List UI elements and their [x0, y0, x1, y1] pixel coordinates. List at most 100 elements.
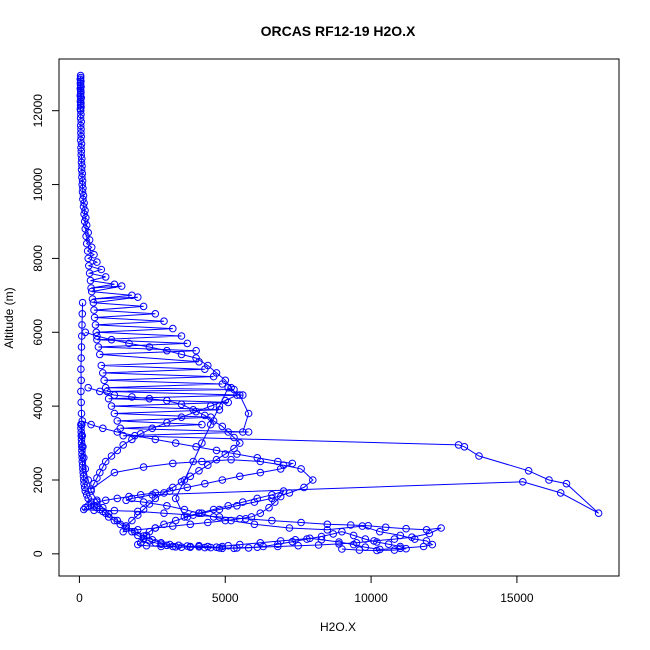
data-point	[80, 217, 89, 226]
data-point	[97, 361, 106, 370]
y-tick-label: 2000	[31, 466, 45, 493]
data-point	[309, 476, 317, 484]
data-point	[180, 513, 189, 521]
data-point	[323, 520, 332, 529]
data-point	[113, 516, 122, 525]
data-point	[460, 443, 469, 451]
data-point	[419, 542, 428, 551]
data-point	[259, 542, 268, 551]
data-point	[134, 511, 142, 519]
data-point	[335, 538, 343, 546]
data-point	[192, 346, 200, 355]
data-point	[221, 376, 230, 385]
data-point	[437, 524, 445, 532]
data-point	[556, 489, 565, 497]
data-point	[425, 529, 434, 538]
data-point	[77, 151, 85, 159]
data-point	[169, 483, 177, 492]
data-point	[103, 387, 111, 396]
data-point	[148, 536, 157, 544]
data-point	[475, 452, 483, 460]
data-point	[160, 489, 168, 497]
data-point	[323, 526, 332, 534]
data-point	[212, 446, 221, 455]
data-point	[244, 544, 253, 552]
data-point	[87, 284, 95, 292]
data-point	[86, 276, 95, 285]
data-point	[145, 394, 154, 403]
data-point	[87, 485, 95, 494]
data-point	[201, 479, 209, 488]
data-point	[224, 502, 232, 510]
data-point	[279, 461, 288, 470]
data-point	[192, 443, 200, 451]
data-point	[160, 520, 168, 529]
data-point	[160, 317, 168, 326]
data-point	[139, 302, 148, 311]
plot-area	[76, 71, 603, 555]
data-point	[177, 400, 186, 409]
data-point	[253, 494, 262, 503]
data-point	[239, 498, 247, 506]
data-point	[317, 532, 326, 541]
data-point	[279, 487, 288, 495]
data-point	[212, 455, 221, 464]
data-point	[271, 498, 279, 506]
data-point	[390, 535, 399, 543]
data-point	[171, 494, 180, 503]
y-tick-label: 10000	[31, 168, 45, 202]
data-point	[134, 540, 142, 549]
data-point	[78, 321, 86, 329]
data-point	[90, 306, 98, 314]
data-point	[285, 524, 294, 532]
data-point	[101, 496, 110, 505]
data-point	[90, 250, 98, 259]
data-point	[215, 513, 224, 521]
data-point	[77, 365, 85, 374]
data-point	[78, 446, 86, 455]
data-point	[189, 406, 197, 414]
x-tick-label: 10000	[354, 591, 388, 605]
data-point	[218, 476, 227, 484]
data-point	[119, 441, 127, 449]
data-point	[402, 544, 410, 553]
data-point	[201, 411, 209, 420]
data-point	[78, 450, 86, 458]
data-point	[77, 140, 86, 148]
data-point	[215, 505, 224, 514]
data-point	[376, 527, 384, 536]
data-point	[230, 444, 238, 453]
data-point	[107, 452, 116, 460]
data-point	[81, 206, 89, 215]
data-point	[96, 350, 104, 359]
data-point	[78, 417, 87, 425]
data-point	[77, 110, 85, 119]
data-point	[171, 543, 180, 551]
data-point	[76, 114, 85, 122]
data-point	[268, 516, 276, 525]
data-point	[160, 509, 168, 518]
data-point	[79, 184, 87, 193]
data-point	[91, 321, 100, 329]
data-point	[230, 544, 238, 553]
data-point	[288, 537, 297, 546]
data-point	[77, 166, 86, 174]
data-point	[107, 402, 116, 410]
data-point	[77, 147, 86, 156]
data-point	[212, 543, 221, 552]
data-point	[90, 313, 99, 322]
data-point	[78, 169, 87, 178]
data-point	[236, 391, 244, 399]
data-point	[195, 543, 203, 551]
data-point	[89, 298, 98, 307]
data-point	[77, 428, 85, 436]
data-point	[104, 510, 113, 518]
data-point	[99, 369, 107, 377]
data-point	[110, 468, 119, 477]
data-point	[297, 465, 305, 473]
data-point	[79, 465, 87, 473]
data-point	[88, 295, 97, 303]
data-point	[84, 383, 92, 392]
data-point	[80, 505, 88, 514]
data-point	[80, 454, 88, 462]
